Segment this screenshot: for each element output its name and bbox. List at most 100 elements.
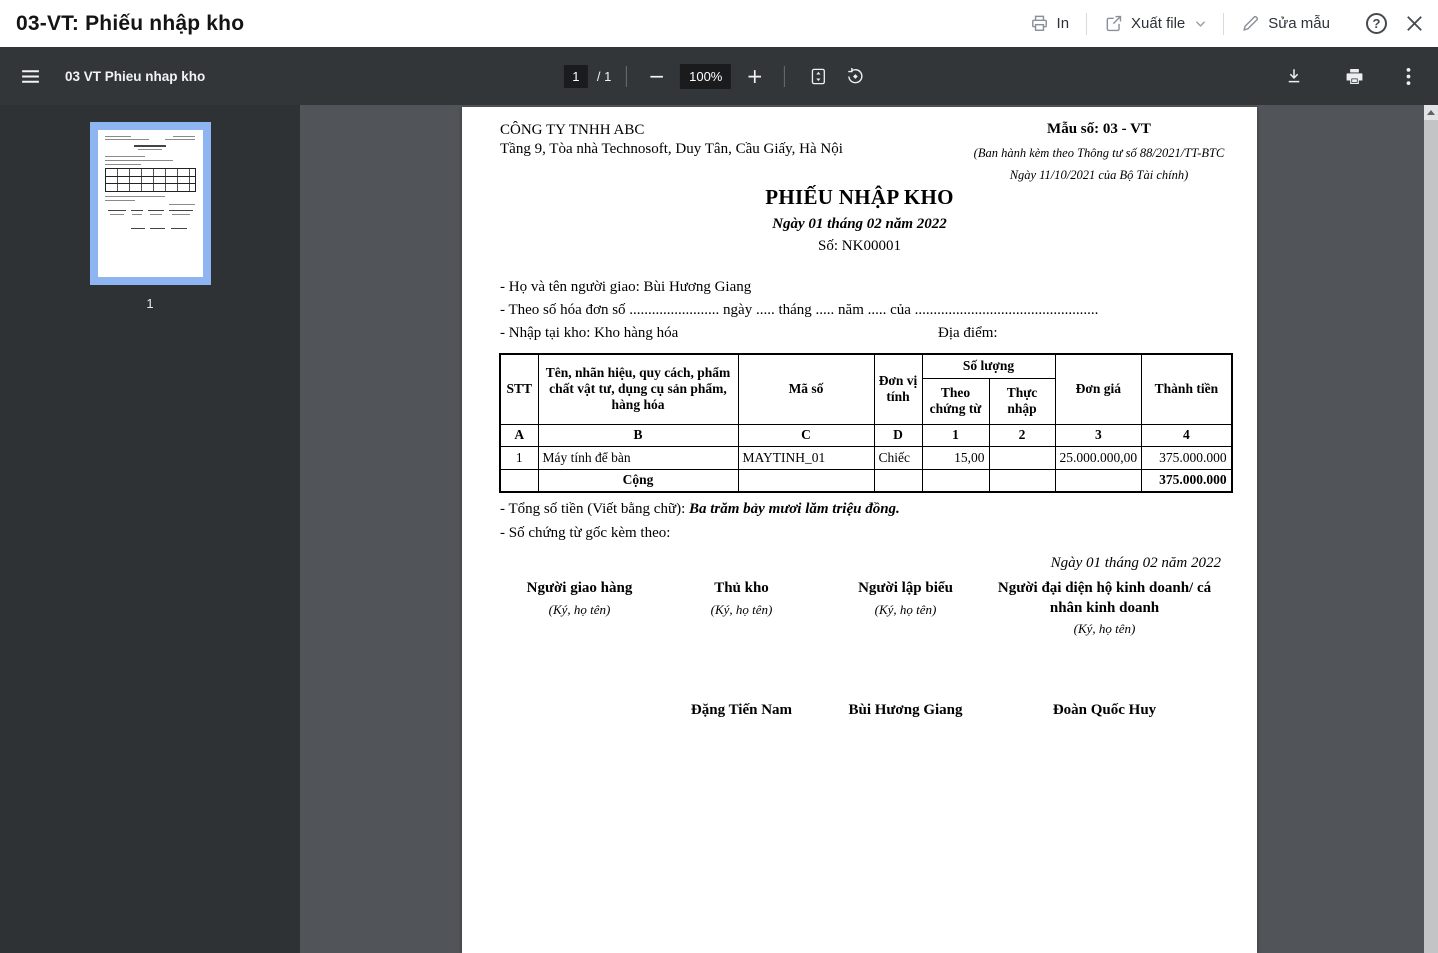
print-document-button[interactable] [1345, 67, 1364, 86]
header-separator [1086, 12, 1088, 35]
cell-amount: 375.000.000 [1141, 445, 1233, 470]
company-name: CÔNG TY TNHH ABC [500, 122, 645, 138]
signature-headers: Người giao hàng (Ký, họ tên) Thủ kho (Ký… [499, 579, 1221, 637]
document-title: 03 VT Phieu nhap kho [65, 68, 206, 84]
letter-cell: 3 [1054, 423, 1143, 447]
signature-col-representative: Người đại diện hộ kinh doanh/ cá nhân ki… [988, 579, 1221, 637]
export-file-label: Xuất file [1131, 15, 1186, 32]
pdf-page-controls: / 1 − 100% + [563, 47, 874, 105]
header-actions: In Xuất file Sửa mẫu ? [1030, 12, 1426, 35]
fit-page-button[interactable] [809, 67, 828, 86]
document-title-block: PHIẾU NHẬP KHO Ngày 01 tháng 02 năm 2022… [462, 185, 1257, 255]
edit-template-label: Sửa mẫu [1268, 15, 1330, 32]
col-header-name: Tên, nhãn hiệu, quy cách, phẩm chất vật … [537, 353, 739, 425]
form-issue-note: (Ban hành kèm theo Thông tư số 88/2021/T… [963, 143, 1235, 187]
close-icon [1403, 12, 1426, 35]
scroll-up-button[interactable] [1424, 105, 1438, 120]
signature-note: (Ký, họ tên) [1073, 621, 1136, 636]
close-button[interactable] [1403, 12, 1426, 35]
thumbnail-page-number: 1 [146, 296, 154, 311]
pencil-icon [1241, 14, 1260, 33]
document-main-title: PHIẾU NHẬP KHO [765, 185, 954, 209]
toolbar-separator [626, 65, 628, 87]
hamburger-icon [20, 66, 41, 87]
letter-cell: A [499, 423, 539, 447]
cell-price: 25.000.000,00 [1054, 445, 1143, 470]
cell-qty-actual [988, 445, 1056, 470]
kebab-menu-icon [1406, 67, 1411, 86]
letter-cell: C [737, 423, 875, 447]
signature-role: Người đại diện hộ kinh doanh/ cá nhân ki… [997, 580, 1212, 616]
signer-name: Bùi Hương Giang [848, 702, 963, 718]
header-separator [1223, 12, 1225, 35]
field-warehouse: - Nhập tại kho: Kho hàng hóa [500, 325, 679, 341]
fit-page-icon [809, 67, 828, 86]
page-thumbnail[interactable] [89, 122, 211, 285]
field-invoice: - Theo số hóa đơn số ...................… [500, 302, 1099, 318]
signature-col-preparer: Người lập biểu (Ký, họ tên) [823, 579, 988, 637]
table-total-row: Cộng 375.000.000 [499, 468, 1233, 493]
form-issue-line1: (Ban hành kèm theo Thông tư số 88/2021/T… [973, 146, 1225, 160]
field-location: Địa điểm: [938, 325, 998, 341]
export-icon [1104, 14, 1123, 33]
print-icon [1345, 67, 1364, 86]
signature-names: Đặng Tiến Nam Bùi Hương Giang Đoàn Quốc … [499, 701, 1221, 719]
phieu-nhap-kho-document: CÔNG TY TNHH ABC Tầng 9, Tòa nhà Technos… [462, 107, 1257, 953]
signature-col-deliverer: Người giao hàng (Ký, họ tên) [499, 579, 660, 637]
vertical-scrollbar[interactable] [1424, 105, 1438, 953]
cell-unit: Chiếc [873, 445, 923, 470]
total-amount: 375.000.000 [1141, 468, 1233, 493]
page-title: 03-VT: Phiếu nhập kho [16, 11, 245, 35]
signer-name: Đặng Tiến Nam [690, 702, 793, 718]
cell-qty-doc: 15,00 [921, 445, 990, 470]
zoom-in-button[interactable]: + [746, 64, 764, 88]
letter-cell: 1 [921, 423, 990, 447]
signature-date: Ngày 01 tháng 02 năm 2022 [1050, 555, 1221, 571]
pdf-toolbar-right [1276, 67, 1420, 86]
col-header-price: Đơn giá [1054, 353, 1143, 425]
rotate-button[interactable] [846, 67, 865, 86]
download-icon [1285, 67, 1303, 85]
document-header: CÔNG TY TNHH ABC Tầng 9, Tòa nhà Technos… [462, 107, 1257, 182]
total-label: Cộng [537, 468, 739, 493]
letter-cell: 2 [988, 423, 1056, 447]
menu-button[interactable] [20, 66, 41, 87]
table-row: 1 Máy tính để bàn MAYTINH_01 Chiếc 15,00… [499, 445, 1233, 470]
edit-template-button[interactable]: Sửa mẫu [1241, 14, 1330, 33]
col-header-qty-doc: Theo chứng từ [921, 377, 990, 425]
scrollbar-thumb[interactable] [1424, 120, 1438, 953]
col-header-code: Mã số [737, 353, 875, 425]
print-button[interactable]: In [1030, 14, 1069, 33]
thumbnail-sidebar: 1 [0, 105, 300, 953]
zoom-out-button[interactable]: − [648, 64, 666, 88]
document-viewport[interactable]: CÔNG TY TNHH ABC Tầng 9, Tòa nhà Technos… [300, 105, 1424, 953]
field-warehouse-row: - Nhập tại kho: Kho hàng hóa Địa điểm: [500, 322, 1221, 345]
help-button[interactable]: ? [1366, 13, 1387, 34]
rotate-icon [846, 67, 865, 86]
download-button[interactable] [1285, 67, 1303, 85]
page-count-label: / 1 [596, 68, 612, 84]
signature-note: (Ký, họ tên) [710, 601, 773, 617]
document-date: Ngày 01 tháng 02 năm 2022 [772, 216, 947, 232]
viewer-content: 1 CÔNG TY TNHH ABC Tầng 9, Tòa nhà Techn… [0, 105, 1438, 953]
more-options-button[interactable] [1406, 67, 1411, 86]
export-file-button[interactable]: Xuất file [1104, 14, 1206, 33]
signature-note: (Ký, họ tên) [874, 601, 937, 617]
zoom-level-value: 100% [680, 63, 732, 89]
pdf-toolbar: 03 VT Phieu nhap kho / 1 − 100% + [0, 47, 1438, 105]
thumbnail-page-preview [97, 130, 203, 277]
col-header-quantity: Số lượng [921, 353, 1056, 379]
page-number-input[interactable] [563, 64, 588, 88]
items-table: STT Tên, nhãn hiệu, quy cách, phẩm chất … [499, 353, 1233, 493]
signature-note: (Ký, họ tên) [548, 601, 611, 617]
document-fields: - Họ và tên người giao: Bùi Hương Giang … [500, 276, 1221, 345]
toolbar-separator [784, 65, 786, 87]
form-issue-line2: Ngày 11/10/2021 của Bộ Tài chính) [1009, 167, 1189, 182]
signature-col-storekeeper: Thủ kho (Ký, họ tên) [660, 579, 823, 637]
help-icon: ? [1372, 16, 1381, 31]
total-in-words-row: - Tổng số tiền (Viết bằng chữ): Ba trăm … [500, 501, 1221, 518]
total-in-words-label: - Tổng số tiền (Viết bằng chữ): [500, 501, 689, 517]
letter-cell: B [537, 423, 739, 447]
col-header-stt: STT [499, 353, 539, 425]
letter-cell: 4 [1141, 423, 1233, 447]
